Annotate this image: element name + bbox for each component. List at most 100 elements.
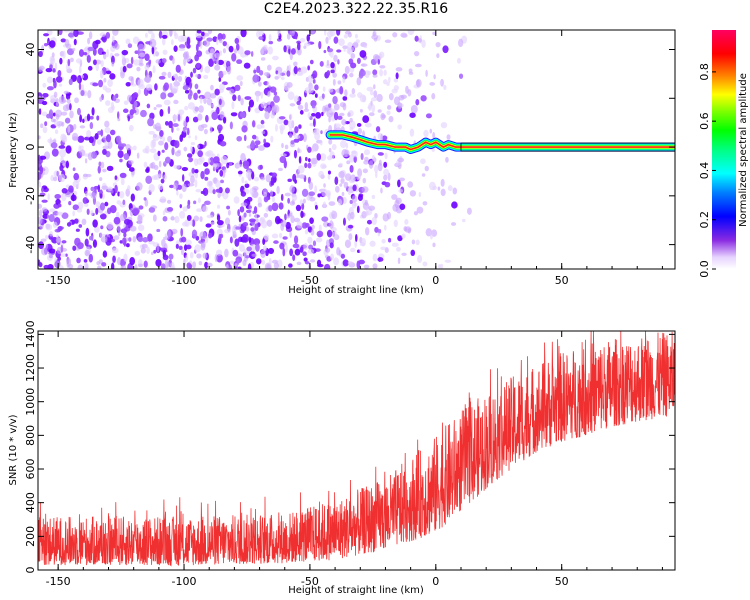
noise-dot (298, 156, 302, 164)
noise-dot (268, 40, 274, 45)
spectrogram-x-tick-label: 50 (555, 274, 569, 287)
noise-dot (373, 84, 376, 90)
noise-dot (342, 76, 346, 83)
noise-dot (311, 112, 316, 117)
noise-dot (144, 64, 150, 71)
noise-dot (270, 135, 274, 143)
noise-dot (128, 237, 132, 242)
noise-dot (234, 162, 240, 169)
noise-dot (204, 261, 209, 269)
noise-dot (458, 73, 464, 79)
noise-dot (53, 80, 57, 89)
noise-dot (347, 112, 351, 118)
noise-dot (95, 62, 100, 72)
noise-dot (319, 60, 324, 67)
noise-dot (199, 96, 203, 104)
noise-dot (177, 75, 183, 82)
noise-dot (137, 224, 145, 232)
noise-dot (59, 57, 63, 65)
noise-dot (362, 130, 366, 138)
noise-dot (134, 50, 139, 54)
noise-dot (163, 99, 171, 106)
noise-dot (92, 239, 98, 248)
noise-dot (310, 147, 315, 153)
noise-dot (177, 113, 181, 122)
noise-dot (306, 34, 310, 42)
noise-dot (48, 214, 55, 223)
noise-dot (38, 259, 41, 266)
noise-dot (38, 154, 41, 162)
noise-dot (182, 221, 188, 227)
noise-dot (326, 70, 331, 77)
noise-dot (436, 53, 440, 59)
noise-dot (60, 38, 67, 43)
noise-dot (312, 70, 318, 79)
noise-dot (140, 109, 147, 118)
noise-dot (173, 140, 180, 149)
noise-dot (333, 257, 340, 266)
noise-dot (43, 264, 50, 269)
noise-dot (308, 86, 314, 94)
noise-dot (98, 79, 104, 88)
noise-dot (239, 243, 245, 252)
noise-dot (53, 91, 58, 98)
noise-dot (96, 139, 102, 145)
noise-dot (121, 264, 127, 269)
noise-dot (268, 205, 273, 212)
noise-dot (60, 156, 64, 164)
noise-dot (351, 150, 358, 158)
snr-panel: -150 -100 -50 0 50 0 200 400 600 800 1000 1200 1400… (8, 320, 676, 596)
noise-dot (229, 88, 235, 95)
noise-dot (145, 168, 150, 174)
noise-dot (294, 248, 301, 256)
noise-dot (202, 205, 208, 213)
noise-dot (422, 261, 428, 267)
noise-dot (303, 257, 308, 262)
noise-dot (67, 32, 75, 38)
noise-dot (163, 236, 170, 241)
noise-dot (190, 142, 195, 146)
noise-dot (292, 173, 297, 182)
noise-dot (347, 186, 352, 196)
noise-dot (409, 190, 417, 197)
noise-dot (253, 69, 257, 74)
noise-dot (75, 228, 80, 232)
noise-dot (291, 194, 298, 202)
noise-dot (289, 248, 294, 257)
noise-dot (78, 224, 83, 228)
noise-dot (280, 220, 287, 227)
snr-y-tick-label: 0 (24, 567, 37, 574)
noise-dot (328, 116, 331, 123)
noise-dot (80, 74, 85, 79)
noise-dot (342, 102, 347, 111)
snr-x-tick-label: -50 (301, 575, 319, 588)
noise-dot (127, 115, 131, 122)
noise-dot (397, 157, 405, 163)
noise-dot (95, 207, 99, 215)
noise-dot (99, 232, 103, 239)
noise-dot (360, 63, 368, 67)
noise-dot (229, 161, 233, 167)
noise-dot (179, 210, 186, 219)
noise-dot (78, 49, 84, 57)
noise-dot (337, 80, 342, 85)
noise-dot (210, 84, 214, 91)
noise-dot (138, 52, 146, 58)
noise-dot (366, 219, 373, 225)
noise-dot (203, 96, 207, 105)
noise-dot (218, 70, 224, 79)
noise-dot (289, 126, 293, 133)
noise-dot (46, 86, 54, 91)
noise-dot (391, 194, 398, 200)
noise-dot (156, 243, 160, 253)
noise-dot (433, 74, 436, 80)
noise-dot (347, 224, 354, 229)
spectrogram-y-tick-label: 20 (24, 91, 37, 105)
noise-dot (286, 81, 293, 88)
noise-dot (84, 203, 89, 207)
noise-dot (330, 61, 335, 69)
noise-dot (217, 133, 225, 142)
noise-dot (210, 103, 215, 108)
noise-dot (429, 231, 434, 240)
